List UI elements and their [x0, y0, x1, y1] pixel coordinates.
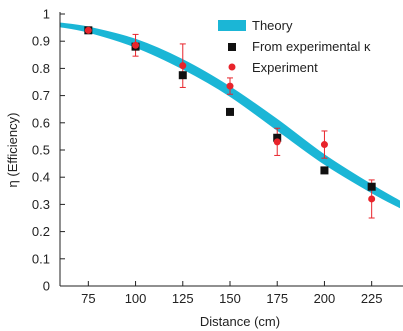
legend-label-experimental-kappa: From experimental κ [252, 39, 371, 54]
x-tick-label: 75 [81, 291, 95, 306]
experiment-point [273, 138, 281, 146]
y-tick-label: 0.7 [32, 88, 50, 103]
experiment-point [179, 62, 187, 70]
experimental-kappa-point [320, 166, 329, 175]
legend-marker-experimental-kappa [228, 43, 236, 51]
x-tick-label: 200 [314, 291, 336, 306]
x-tick-label: 175 [266, 291, 288, 306]
y-tick-label: 0.2 [32, 224, 50, 239]
y-tick-label: 0.8 [32, 61, 50, 76]
experiment-point [368, 195, 376, 203]
experimental-kappa-point [273, 133, 282, 142]
experimental-kappa-point [226, 107, 234, 116]
y-tick-label: 0.5 [32, 143, 50, 158]
experiment-point [226, 82, 234, 90]
x-tick-label: 125 [172, 291, 194, 306]
theory-band [60, 22, 400, 209]
y-tick-label: 0.3 [32, 197, 50, 212]
y-tick-label: 0.6 [32, 115, 50, 130]
experimental-kappa-point [367, 182, 376, 191]
x-tick-label: 225 [361, 291, 383, 306]
x-tick-label: 150 [219, 291, 241, 306]
axes: 75 100 125 150 175 200 225 0 0.1 0.2 0.3 0.4 0.5 0.6 0… [32, 7, 403, 306]
y-tick-label: 0.4 [32, 170, 50, 185]
plot-area [60, 22, 400, 219]
x-tick-label: 100 [125, 291, 147, 306]
x-axis-title: Distance (cm) [200, 314, 280, 329]
y-axis-title: η (Efficiency) [5, 113, 20, 188]
legend-marker-experiment [228, 63, 236, 71]
experiment-point [320, 141, 328, 149]
experimental-kappa-point [178, 71, 187, 80]
y-tick-label: 0.1 [32, 251, 50, 266]
y-tick-label: 0.9 [32, 34, 50, 49]
y-tick-label: 0 [43, 279, 50, 294]
legend: Theory From experimental κ Experiment [218, 18, 371, 75]
legend-label-theory: Theory [252, 18, 293, 33]
experiment-point [132, 41, 140, 49]
legend-label-experiment: Experiment [252, 60, 318, 75]
legend-swatch-theory [218, 20, 246, 31]
experiment-point [84, 26, 92, 34]
y-tick-label: 1 [43, 7, 50, 22]
